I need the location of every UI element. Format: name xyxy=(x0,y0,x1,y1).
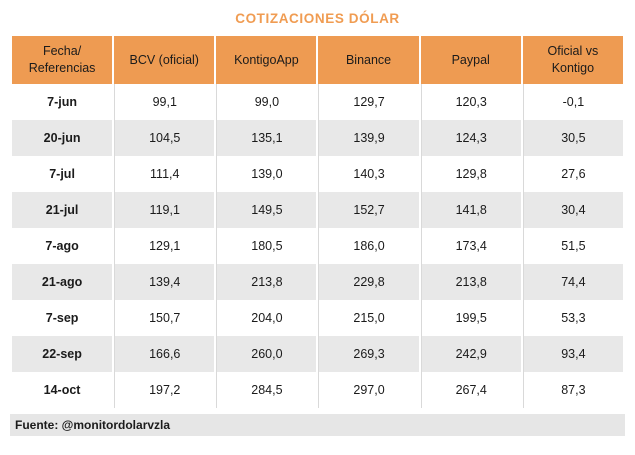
value-cell: 27,6 xyxy=(522,156,623,192)
table-row: 14-oct 197,2 284,5 297,0 267,4 87,3 xyxy=(12,372,623,408)
date-cell: 14-oct xyxy=(12,372,113,408)
value-cell: 199,5 xyxy=(420,300,521,336)
value-cell: 173,4 xyxy=(420,228,521,264)
value-cell: 269,3 xyxy=(318,336,419,372)
date-cell: 20-jun xyxy=(12,120,113,156)
value-cell: 197,2 xyxy=(114,372,215,408)
table-row: 7-sep 150,7 204,0 215,0 199,5 53,3 xyxy=(12,300,623,336)
value-cell: 129,8 xyxy=(420,156,521,192)
value-cell: 111,4 xyxy=(114,156,215,192)
table-row: 22-sep 166,6 260,0 269,3 242,9 93,4 xyxy=(12,336,623,372)
value-cell: 93,4 xyxy=(522,336,623,372)
date-cell: 22-sep xyxy=(12,336,113,372)
value-cell: 30,5 xyxy=(522,120,623,156)
value-cell: 74,4 xyxy=(522,264,623,300)
value-cell: 99,1 xyxy=(114,84,215,120)
value-cell: 119,1 xyxy=(114,192,215,228)
value-cell: 124,3 xyxy=(420,120,521,156)
value-cell: 260,0 xyxy=(216,336,317,372)
table-row: 7-ago 129,1 180,5 186,0 173,4 51,5 xyxy=(12,228,623,264)
value-cell: 242,9 xyxy=(420,336,521,372)
header-cell: Oficial vs Kontigo xyxy=(522,36,623,84)
table-body: 7-jun 99,1 99,0 129,7 120,3 -0,1 20-jun 104,5 13… xyxy=(12,84,623,408)
value-cell: 51,5 xyxy=(522,228,623,264)
value-cell: 229,8 xyxy=(318,264,419,300)
table-row: 21-jul 119,1 149,5 152,7 141,8 30,4 xyxy=(12,192,623,228)
value-cell: 139,0 xyxy=(216,156,317,192)
value-cell: 53,3 xyxy=(522,300,623,336)
table-row: 7-jun 99,1 99,0 129,7 120,3 -0,1 xyxy=(12,84,623,120)
source-bar: Fuente: @monitordolarvzla xyxy=(10,414,625,436)
cotizaciones-table: Fecha/ Referencias BCV (oficial) KontigoAp… xyxy=(10,36,625,408)
value-cell: -0,1 xyxy=(522,84,623,120)
value-cell: 166,6 xyxy=(114,336,215,372)
table-row: 7-jul 111,4 139,0 140,3 129,8 27,6 xyxy=(12,156,623,192)
header-cell: KontigoApp xyxy=(216,36,317,84)
value-cell: 180,5 xyxy=(216,228,317,264)
header-cell: Paypal xyxy=(420,36,521,84)
value-cell: 139,4 xyxy=(114,264,215,300)
value-cell: 149,5 xyxy=(216,192,317,228)
value-cell: 150,7 xyxy=(114,300,215,336)
value-cell: 284,5 xyxy=(216,372,317,408)
value-cell: 186,0 xyxy=(318,228,419,264)
page: COTIZACIONES DÓLAR Fecha/ Referencias BCV… xyxy=(10,11,625,436)
value-cell: 204,0 xyxy=(216,300,317,336)
date-cell: 21-ago xyxy=(12,264,113,300)
value-cell: 99,0 xyxy=(216,84,317,120)
value-cell: 141,8 xyxy=(420,192,521,228)
value-cell: 87,3 xyxy=(522,372,623,408)
value-cell: 297,0 xyxy=(318,372,419,408)
value-cell: 129,1 xyxy=(114,228,215,264)
date-cell: 21-jul xyxy=(12,192,113,228)
header-cell: Fecha/ Referencias xyxy=(12,36,113,84)
value-cell: 267,4 xyxy=(420,372,521,408)
value-cell: 129,7 xyxy=(318,84,419,120)
date-cell: 7-ago xyxy=(12,228,113,264)
value-cell: 140,3 xyxy=(318,156,419,192)
value-cell: 139,9 xyxy=(318,120,419,156)
value-cell: 120,3 xyxy=(420,84,521,120)
value-cell: 215,0 xyxy=(318,300,419,336)
date-cell: 7-jun xyxy=(12,84,113,120)
value-cell: 152,7 xyxy=(318,192,419,228)
source-label: Fuente: @monitordolarvzla xyxy=(15,418,171,432)
header-row: Fecha/ Referencias BCV (oficial) KontigoAp… xyxy=(12,36,623,84)
table-row: 21-ago 139,4 213,8 229,8 213,8 74,4 xyxy=(12,264,623,300)
value-cell: 30,4 xyxy=(522,192,623,228)
header-cell: Binance xyxy=(318,36,419,84)
header-cell: BCV (oficial) xyxy=(114,36,215,84)
table-row: 20-jun 104,5 135,1 139,9 124,3 30,5 xyxy=(12,120,623,156)
value-cell: 213,8 xyxy=(420,264,521,300)
date-cell: 7-jul xyxy=(12,156,113,192)
value-cell: 135,1 xyxy=(216,120,317,156)
page-title: COTIZACIONES DÓLAR xyxy=(235,11,400,26)
value-cell: 213,8 xyxy=(216,264,317,300)
value-cell: 104,5 xyxy=(114,120,215,156)
date-cell: 7-sep xyxy=(12,300,113,336)
